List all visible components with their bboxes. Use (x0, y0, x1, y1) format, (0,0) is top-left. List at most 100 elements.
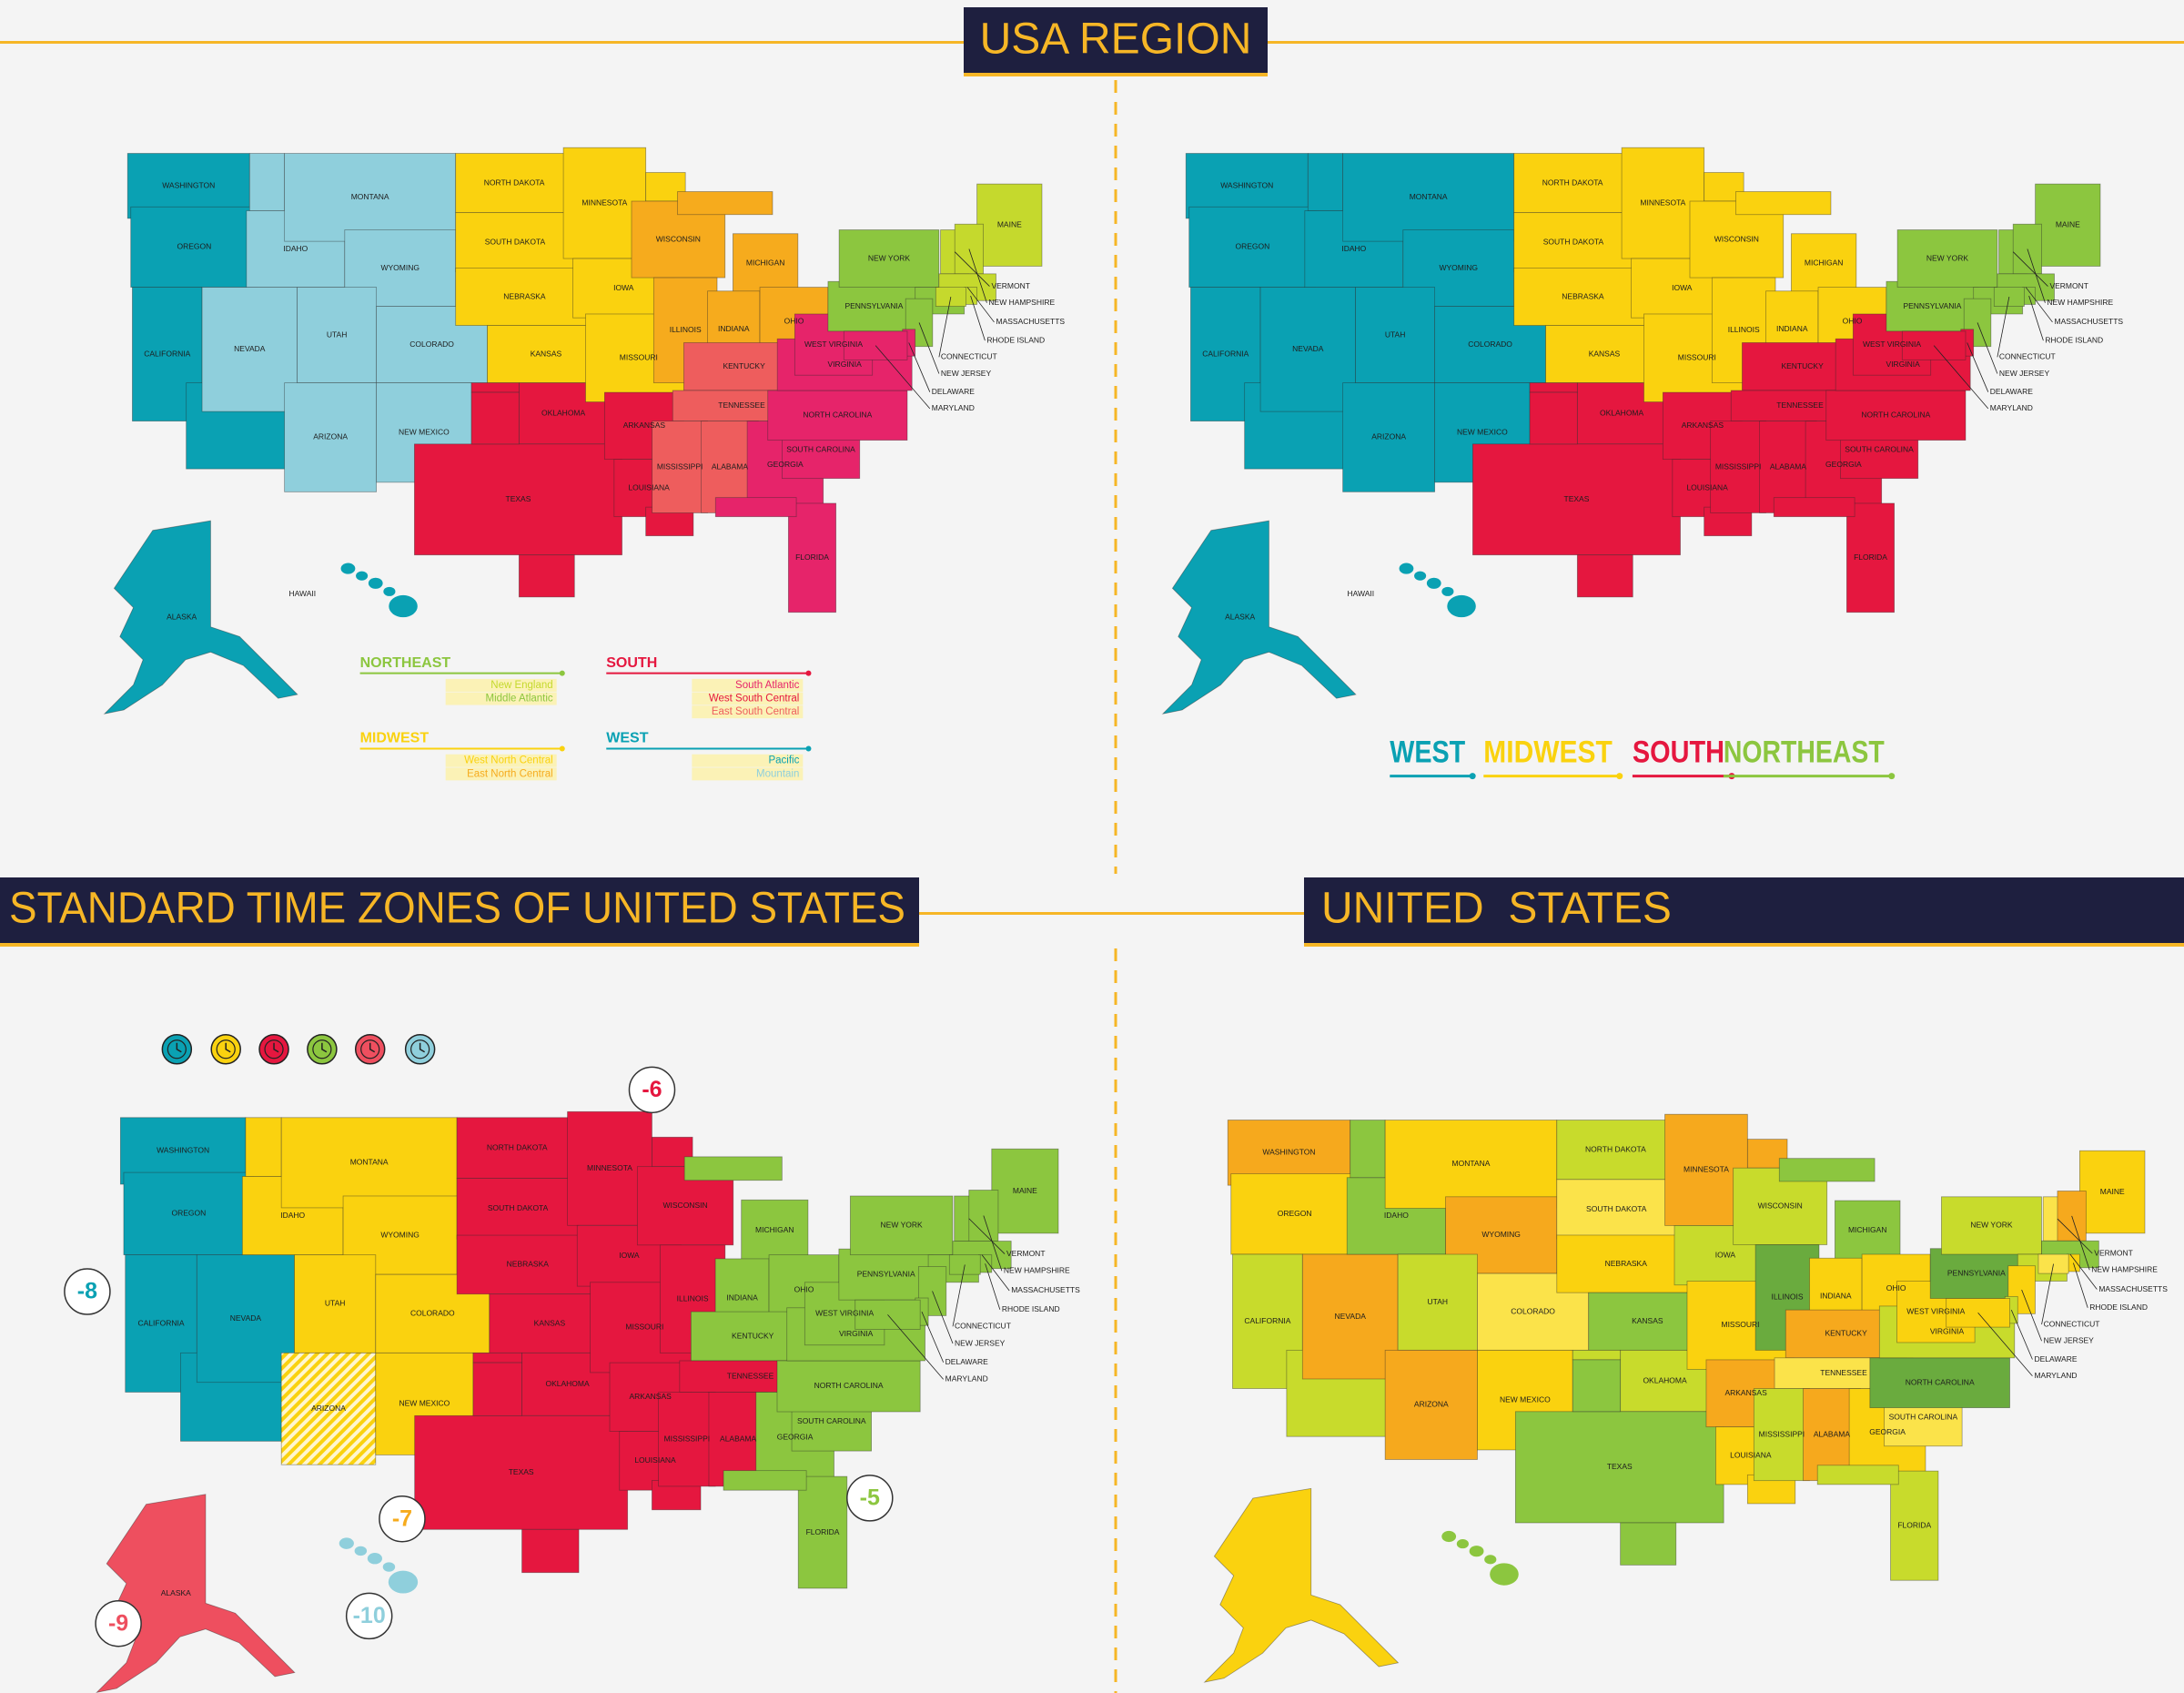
zone-badge (628, 1066, 676, 1114)
state-label: NEW YORK (1926, 253, 1968, 262)
state-shape (838, 229, 940, 288)
state-label: MARYLAND (1990, 403, 2033, 412)
state-label: PENNSYLVANIA (1903, 301, 1961, 310)
zone-offset: -10 (353, 1603, 386, 1628)
state-label: IDAHO (283, 244, 308, 253)
state-label: OHIO (1843, 317, 1863, 326)
state-label: MONTANA (1452, 1159, 1491, 1168)
state-label: OREGON (1235, 242, 1269, 251)
state-shape (797, 1475, 848, 1589)
state-label: OHIO (784, 317, 804, 326)
state-shape (776, 1360, 921, 1413)
state-shape (284, 153, 457, 242)
leader-line (952, 1264, 966, 1327)
state-shape (683, 1156, 783, 1181)
state-label: GEORGIA (767, 460, 804, 469)
leader-line (970, 295, 986, 341)
state-label: WYOMING (1481, 1230, 1521, 1239)
state-label: KANSAS (1589, 349, 1621, 358)
hawaii-island (1441, 1530, 1457, 1543)
state-label: NEW JERSEY (2044, 1336, 2095, 1345)
state-shape (658, 1392, 716, 1487)
state-label: NORTH DAKOTA (1585, 1144, 1646, 1153)
state-label: NEVADA (234, 344, 266, 353)
state-label: VERMONT (1006, 1249, 1046, 1258)
state-shape (2037, 1253, 2069, 1274)
state-shape (1342, 382, 1436, 492)
state-shape (1514, 1411, 1724, 1524)
hawaii-island (354, 1546, 368, 1556)
state-shape (1778, 1158, 1876, 1182)
state-shape (470, 391, 520, 445)
state-label: NORTH CAROLINA (814, 1381, 884, 1390)
state-label: OREGON (177, 242, 211, 251)
state-label: MARYLAND (2034, 1371, 2077, 1380)
region-label: WEST (1390, 735, 1465, 770)
state-label: NORTH CAROLINA (1906, 1377, 1975, 1386)
state-label: ARKANSAS (1682, 421, 1724, 430)
state-label: NORTH DAKOTA (1542, 177, 1603, 187)
state-shape (1620, 1522, 1677, 1566)
state-label: MICHIGAN (755, 1225, 794, 1234)
state-label: SOUTH DAKOTA (485, 237, 546, 246)
state-shape (1835, 1200, 1901, 1261)
zone-badge (379, 1495, 426, 1543)
state-shape (521, 1528, 580, 1574)
state-shape (1576, 554, 1633, 598)
clock-hands (369, 1042, 376, 1053)
state-label: ARKANSAS (1724, 1388, 1767, 1397)
state-label: NEW YORK (1970, 1221, 2012, 1230)
state-label: RHODE ISLAND (1002, 1304, 1060, 1313)
state-label: IOWA (619, 1251, 640, 1260)
leader-line (908, 342, 931, 392)
state-shape (1825, 390, 1967, 441)
state-label: NEBRASKA (1562, 291, 1604, 300)
hawaii-island (1456, 1539, 1469, 1549)
state-label: MASSACHUSETTS (2098, 1284, 2168, 1293)
state-label: WASHINGTON (1220, 180, 1273, 189)
state-shape (489, 1293, 611, 1353)
time-zone-map: WASHINGTON OREGON CALIFORNIA NEVADA IDAHO MON… (64, 1034, 1080, 1693)
legend-item: West North Central (464, 755, 553, 766)
zone-offset: -9 (108, 1610, 128, 1636)
zone-offset: -5 (860, 1485, 880, 1511)
alaska-shape (96, 1494, 296, 1693)
clock-hands (419, 1042, 426, 1053)
state-label: MICHIGAN (1848, 1225, 1887, 1234)
leader-line (2025, 287, 2053, 323)
hawaii-island (1447, 594, 1476, 618)
state-label: LOUISIANA (628, 482, 670, 492)
state-label: NEW JERSEY (955, 1338, 1006, 1347)
clock-hands (273, 1042, 279, 1053)
state-label: UTAH (1428, 1297, 1449, 1306)
state-shape (1513, 212, 1633, 273)
legend-item: South Atlantic (735, 680, 800, 691)
state-label: FLORIDA (1854, 553, 1887, 562)
state-label: SOUTH DAKOTA (1543, 237, 1604, 246)
state-label: MINNESOTA (1640, 198, 1685, 207)
region-map: WASHINGTON OREGON CALIFORNIA NEVADA IDAHO MON… (1161, 147, 2123, 780)
leader-line (2028, 295, 2044, 341)
legend-item: East North Central (467, 768, 553, 779)
state-label: INDIANA (718, 324, 750, 333)
state-label: NEW MEXICO (1500, 1394, 1551, 1404)
state-shape (456, 1234, 599, 1295)
state-label: COLORADO (410, 1309, 455, 1318)
hawaii-island (367, 1552, 382, 1565)
state-label: TEXAS (509, 1467, 534, 1476)
legend-item-bg (445, 767, 557, 781)
leader-line (954, 251, 990, 287)
leader-line (2021, 1289, 2042, 1342)
state-label: INDIANA (1820, 1292, 1852, 1301)
hawaii-island (339, 1537, 354, 1549)
state-label: ILLINOIS (1772, 1293, 1804, 1302)
clock-face (410, 1039, 430, 1059)
state-label: MAINE (997, 220, 1022, 229)
state-label: NORTH CAROLINA (1861, 411, 1930, 420)
state-label: ARIZONA (1414, 1400, 1449, 1409)
zone-badge (95, 1599, 142, 1647)
state-label: UTAH (1385, 329, 1406, 339)
alaska-shape (103, 520, 298, 715)
state-label: WASHINGTON (157, 1146, 209, 1155)
